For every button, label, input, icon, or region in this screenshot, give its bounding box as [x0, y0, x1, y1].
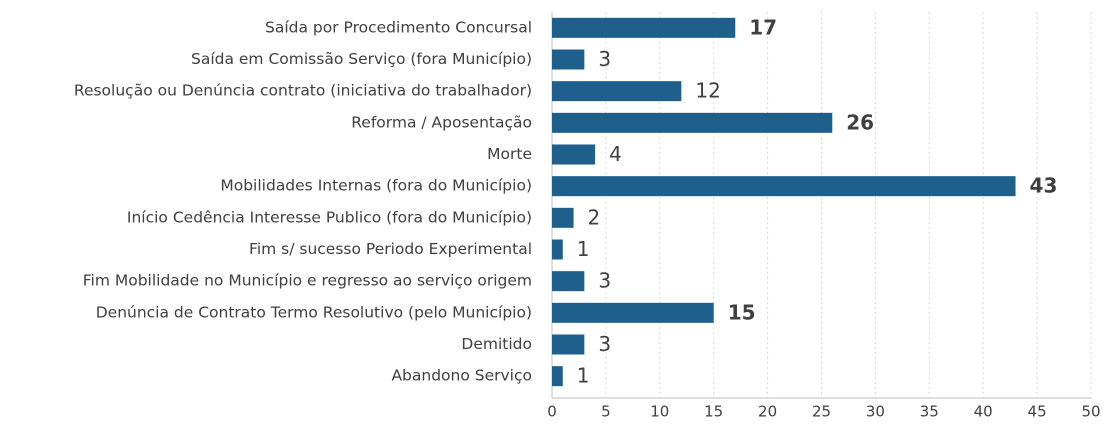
x-tick-label: 50	[1081, 403, 1100, 421]
value-label: 15	[728, 300, 756, 324]
x-tick-label: 40	[974, 403, 993, 421]
value-label: 3	[598, 332, 611, 356]
bar	[552, 176, 1016, 197]
value-label: 3	[598, 47, 611, 71]
y-tick-label: Início Cedência Interesse Publico (fora …	[127, 208, 532, 226]
bar	[552, 302, 714, 323]
x-tick-label: 45	[1028, 403, 1047, 421]
y-tick-label: Morte	[487, 145, 532, 163]
y-tick-label: Abandono Serviço	[391, 367, 532, 385]
x-tick-label: 25	[812, 403, 831, 421]
bar	[552, 239, 563, 260]
x-tick-label: 5	[601, 403, 611, 421]
x-tick-label: 10	[650, 403, 669, 421]
y-tick-label: Fim Mobilidade no Município e regresso a…	[83, 272, 532, 290]
value-label: 4	[609, 142, 622, 166]
bar	[552, 271, 585, 292]
bar	[552, 334, 585, 355]
y-tick-label: Resolução ou Denúncia contrato (iniciati…	[74, 82, 532, 100]
bar	[552, 112, 833, 133]
bar	[552, 144, 596, 165]
bar	[552, 366, 563, 387]
x-tick-label: 35	[920, 403, 939, 421]
value-label: 1	[577, 364, 590, 388]
y-tick-label: Reforma / Aposentação	[351, 113, 532, 131]
y-tick-label: Saída em Comissão Serviço (fora Municípi…	[191, 50, 532, 68]
y-tick-label: Saída por Procedimento Concursal	[265, 18, 532, 36]
value-label: 12	[695, 79, 720, 103]
value-label: 3	[598, 269, 611, 293]
x-tick-label: 15	[704, 403, 723, 421]
bar	[552, 49, 585, 70]
x-tick-label: 0	[547, 403, 557, 421]
x-tick-label: 30	[866, 403, 885, 421]
value-label: 26	[846, 110, 874, 134]
bar	[552, 81, 682, 102]
y-tick-label: Denúncia de Contrato Termo Resolutivo (p…	[96, 303, 532, 321]
bar	[552, 17, 736, 38]
value-label: 1	[577, 237, 590, 261]
y-tick-label: Demitido	[461, 335, 532, 353]
value-label: 17	[749, 15, 777, 39]
value-label: 2	[588, 205, 601, 229]
value-label: 43	[1030, 174, 1058, 198]
bar	[552, 207, 574, 228]
y-tick-label: Fim s/ sucesso Periodo Experimental	[249, 240, 532, 258]
y-tick-label: Mobilidades Internas (fora do Município)	[220, 177, 532, 195]
x-tick-label: 20	[758, 403, 777, 421]
